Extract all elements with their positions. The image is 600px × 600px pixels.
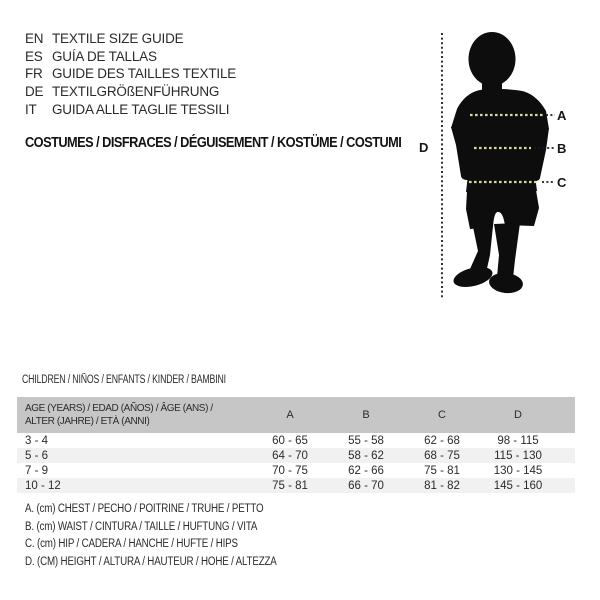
height-cell: 130 - 145: [493, 464, 543, 477]
age-cell: 3 - 4: [25, 434, 49, 447]
measure-label-d: D: [419, 140, 429, 155]
column-header-c: C: [438, 409, 446, 421]
language-row: IT GUIDA ALLE TAGLIE TESSILI: [25, 100, 236, 118]
language-label: GUÍA DE TALLAS: [52, 48, 157, 64]
chest-cell: 60 - 65: [272, 434, 308, 447]
chest-cell: 70 - 75: [272, 464, 308, 477]
table-row: 7 - 9 70 - 75 62 - 66 75 - 81 130 - 145: [17, 463, 575, 478]
waist-cell: 62 - 66: [348, 464, 384, 477]
table-row: 5 - 6 64 - 70 58 - 62 68 - 75 115 - 130: [17, 448, 575, 463]
section-heading-text: CHILDREN / NIÑOS / ENFANTS / KINDER / BA…: [22, 374, 226, 386]
page-title-text: COSTUMES / DISFRACES / DÉGUISEMENT / KOS…: [25, 135, 402, 151]
measurement-legend: A. (cm) CHEST / PECHO / POITRINE / TRUHE…: [25, 500, 321, 571]
language-row: DE TEXTILGRÖßENFÜHRUNG: [25, 83, 236, 101]
column-header-d: D: [514, 409, 522, 421]
language-row: FR GUIDE DES TAILLES TEXTILE: [25, 65, 236, 83]
legend-line: A. (cm) CHEST / PECHO / POITRINE / TRUHE…: [25, 500, 321, 518]
column-header-a: A: [286, 409, 294, 421]
language-code: EN: [25, 31, 44, 47]
page-title: COSTUMES / DISFRACES / DÉGUISEMENT / KOS…: [25, 135, 453, 151]
age-cell: 5 - 6: [25, 449, 49, 462]
measure-lines: [441, 33, 555, 298]
language-list: EN TEXTILE SIZE GUIDE ES GUÍA DE TALLAS …: [25, 30, 236, 118]
table-row: 3 - 4 60 - 65 55 - 58 62 - 68 98 - 115: [17, 433, 575, 448]
hip-cell: 62 - 68: [424, 434, 460, 447]
age-header-line1: AGE (YEARS) / EDAD (AÑOS) / ÂGE (ANS) /: [25, 403, 213, 414]
legend-line: B. (cm) WAIST / CINTURA / TAILLE / HÜFTU…: [25, 518, 321, 536]
age-header-line2: ALTER (JAHRE) / ETÀ (ANNI): [25, 416, 150, 427]
age-cell: 10 - 12: [25, 479, 61, 492]
hip-cell: 68 - 75: [424, 449, 460, 462]
size-table: AGE (YEARS) / EDAD (AÑOS) / ÂGE (ANS) / …: [17, 397, 575, 493]
legend-line-text: B. (cm) WAIST / CINTURA / TAILLE / HÜFTU…: [25, 520, 258, 533]
child-silhouette-diagram: [441, 32, 555, 298]
waist-cell: 58 - 62: [348, 449, 384, 462]
legend-line-text: C. (cm) HIP / CADERA / HANCHE / HÜFTE / …: [25, 538, 238, 551]
measure-label-b: B: [557, 141, 567, 156]
language-label: GUIDA ALLE TAGLIE TESSILI: [52, 101, 230, 117]
language-code: FR: [25, 66, 43, 82]
waist-cell: 55 - 58: [348, 434, 384, 447]
measure-label-c: C: [557, 175, 567, 190]
language-row: ES GUÍA DE TALLAS: [25, 48, 236, 66]
waist-cell: 66 - 70: [348, 479, 384, 492]
child-silhouette: [451, 32, 549, 294]
language-code: DE: [25, 84, 44, 100]
legend-line: D. (CM) HEIGHT / ALTURA / HAUTEUR / HÖHE…: [25, 553, 321, 571]
language-label: TEXTILGRÖßENFÜHRUNG: [52, 84, 220, 100]
legend-line: C. (cm) HIP / CADERA / HANCHE / HÜFTE / …: [25, 535, 321, 553]
measure-label-a: A: [557, 108, 567, 123]
column-header-b: B: [362, 409, 370, 421]
hip-cell: 81 - 82: [424, 479, 460, 492]
language-label: TEXTILE SIZE GUIDE: [52, 31, 184, 47]
section-heading: CHILDREN / NIÑOS / ENFANTS / KINDER / BA…: [22, 374, 290, 386]
language-code: ES: [25, 48, 43, 64]
language-row: EN TEXTILE SIZE GUIDE: [25, 30, 236, 48]
legend-line-text: A. (cm) CHEST / PECHO / POITRINE / TRUHE…: [25, 502, 264, 515]
chest-cell: 64 - 70: [272, 449, 308, 462]
height-cell: 115 - 130: [494, 449, 542, 462]
size-table-header: AGE (YEARS) / EDAD (AÑOS) / ÂGE (ANS) / …: [17, 397, 575, 433]
size-table-body: 3 - 4 60 - 65 55 - 58 62 - 68 98 - 115 5…: [17, 433, 575, 493]
legend-line-text: D. (CM) HEIGHT / ALTURA / HAUTEUR / HÖHE…: [25, 555, 277, 568]
language-code: IT: [25, 101, 37, 117]
age-cell: 7 - 9: [25, 464, 49, 477]
age-column-header: AGE (YEARS) / EDAD (AÑOS) / ÂGE (ANS) / …: [17, 402, 252, 428]
hip-cell: 75 - 81: [424, 464, 460, 477]
chest-cell: 75 - 81: [272, 479, 308, 492]
language-label: GUIDE DES TAILLES TEXTILE: [52, 66, 237, 82]
height-cell: 98 - 115: [497, 434, 539, 447]
height-cell: 145 - 160: [493, 479, 543, 492]
table-row: 10 - 12 75 - 81 66 - 70 81 - 82 145 - 16…: [17, 478, 575, 493]
